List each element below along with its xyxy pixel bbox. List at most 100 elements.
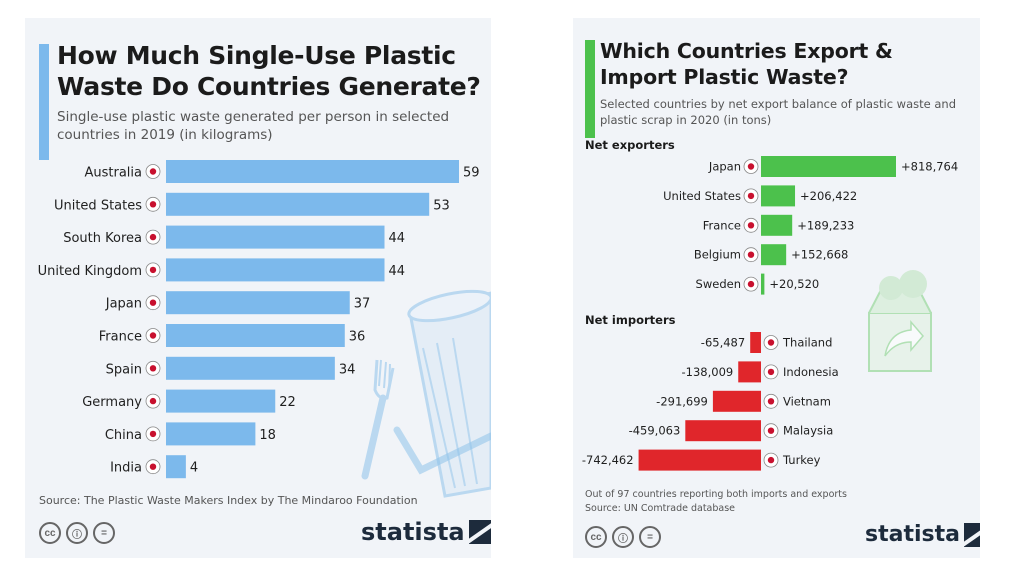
flag-emblem-sweden — [747, 280, 755, 288]
bar-japan[interactable] — [761, 156, 896, 177]
category-label-vietnam: Vietnam — [783, 394, 831, 408]
bar-france[interactable] — [166, 324, 345, 347]
bar-france[interactable] — [761, 214, 793, 236]
value-label-japan: +818,764 — [901, 160, 958, 174]
flag-emblem-france — [747, 222, 755, 229]
recycle-box-illustration — [868, 270, 932, 372]
flag-emblem-united-states — [149, 201, 157, 208]
cc-icon[interactable]: cc — [585, 526, 607, 548]
value-label-australia: 59 — [463, 166, 480, 181]
flag-emblem-japan — [747, 163, 755, 170]
flag-emblem-united-kingdom — [149, 266, 157, 274]
bar-south-korea[interactable] — [166, 225, 385, 249]
flag-emblem-indonesia — [767, 368, 775, 376]
bar-india[interactable] — [166, 455, 186, 479]
right-chart-title: Which Countries Export & Import Plastic … — [600, 39, 893, 89]
source-line-1: Out of 97 countries reporting both impor… — [585, 489, 847, 500]
bar-china[interactable] — [166, 422, 256, 446]
statista-logo[interactable]: statista — [361, 518, 491, 546]
bar-united-states[interactable] — [166, 192, 430, 216]
title-accent-bar — [585, 40, 595, 138]
left-infographic: How Much Single-Use Plastic Waste Do Cou… — [25, 18, 491, 558]
attribution-icon[interactable]: ⓘ — [66, 522, 88, 544]
bar-belgium[interactable] — [761, 244, 787, 266]
right-chart-subtitle: Selected countries by net export balance… — [600, 97, 957, 127]
right-infographic: Which Countries Export & Import Plastic … — [573, 18, 980, 558]
brand-wordmark: statista — [865, 522, 960, 547]
category-label-united-states: United States — [54, 198, 142, 213]
left-source-note: Source: The Plastic Waste Makers Index b… — [39, 494, 418, 507]
bar-germany[interactable] — [166, 389, 276, 413]
category-label-india: India — [110, 461, 142, 476]
flag-emblem-spain — [149, 365, 157, 372]
cc-icon[interactable]: cc — [39, 522, 61, 544]
category-label-united-kingdom: United Kingdom — [38, 264, 142, 279]
category-label-china: China — [105, 428, 142, 443]
value-label-south-korea: 44 — [389, 231, 406, 246]
net-importers-label: Net importers — [585, 313, 676, 327]
flag-emblem-belgium — [747, 251, 755, 258]
flag-emblem-india — [149, 463, 157, 470]
value-label-united-states: +206,422 — [800, 189, 857, 203]
value-label-china: 18 — [259, 428, 276, 443]
flag-emblem-vietnam — [767, 398, 775, 405]
category-label-australia: Australia — [84, 166, 142, 181]
bar-vietnam[interactable] — [712, 390, 761, 412]
bar-japan[interactable] — [166, 291, 350, 315]
flag-emblem-south-korea — [149, 233, 157, 241]
flag-emblem-france — [149, 332, 157, 339]
statista-logo[interactable]: statista — [865, 522, 980, 547]
right-source-note: Out of 97 countries reporting both impor… — [585, 488, 847, 516]
statista-mark-icon — [963, 522, 980, 547]
category-label-france: France — [99, 330, 142, 345]
category-label-france: France — [703, 218, 741, 232]
left-chart-subtitle: Single-use plastic waste generated per p… — [57, 109, 450, 143]
value-label-turkey: -742,462 — [582, 453, 634, 467]
value-label-united-states: 53 — [433, 198, 450, 213]
bar-sweden[interactable] — [761, 273, 765, 295]
bar-thailand[interactable] — [750, 332, 761, 353]
value-label-indonesia: -138,009 — [682, 365, 734, 379]
bar-turkey[interactable] — [638, 449, 761, 471]
brand-wordmark: statista — [361, 518, 465, 546]
attribution-icon[interactable]: ⓘ — [612, 526, 634, 548]
bar-spain[interactable] — [166, 356, 335, 380]
value-label-vietnam: -291,699 — [656, 394, 708, 408]
flag-emblem-australia — [149, 168, 157, 175]
category-label-spain: Spain — [106, 362, 142, 377]
left-bar-chart: Australia 59 United States 53 South Korea 44 U… — [38, 160, 491, 498]
value-label-germany: 22 — [279, 395, 296, 410]
value-label-thailand: -65,487 — [701, 336, 745, 350]
value-label-belgium: +152,668 — [791, 248, 848, 262]
bar-australia[interactable] — [166, 160, 459, 183]
bar-malaysia[interactable] — [685, 420, 761, 442]
value-label-france: 36 — [349, 330, 366, 345]
no-derivatives-icon[interactable]: = — [639, 526, 661, 548]
source-line-2: Source: UN Comtrade database — [585, 503, 736, 514]
statista-mark-icon — [468, 520, 491, 544]
category-label-sweden: Sweden — [696, 277, 741, 291]
bar-united-kingdom[interactable] — [166, 258, 385, 282]
bar-united-states[interactable] — [761, 185, 796, 207]
category-label-indonesia: Indonesia — [783, 365, 839, 379]
right-bar-chart: Japan +818,764 United States +206,422 France… — [582, 156, 958, 471]
license-icons: cc ⓘ = — [39, 522, 115, 544]
category-label-japan: Japan — [708, 160, 741, 174]
flag-emblem-china — [149, 430, 157, 438]
value-label-france: +189,233 — [797, 218, 854, 232]
category-label-thailand: Thailand — [782, 336, 832, 350]
no-derivatives-icon[interactable]: = — [93, 522, 115, 544]
bar-indonesia[interactable] — [738, 361, 761, 383]
category-label-turkey: Turkey — [782, 453, 821, 467]
category-label-united-states: United States — [663, 189, 741, 203]
value-label-united-kingdom: 44 — [389, 264, 406, 279]
value-label-malaysia: -459,063 — [629, 424, 681, 438]
flag-emblem-japan — [149, 299, 157, 306]
title-accent-bar — [39, 44, 49, 160]
fork-illustration — [361, 359, 395, 480]
flag-emblem-germany — [149, 397, 157, 405]
category-label-belgium: Belgium — [694, 248, 741, 262]
category-label-south-korea: South Korea — [63, 231, 142, 246]
flag-emblem-turkey — [767, 456, 775, 464]
category-label-malaysia: Malaysia — [783, 424, 833, 438]
